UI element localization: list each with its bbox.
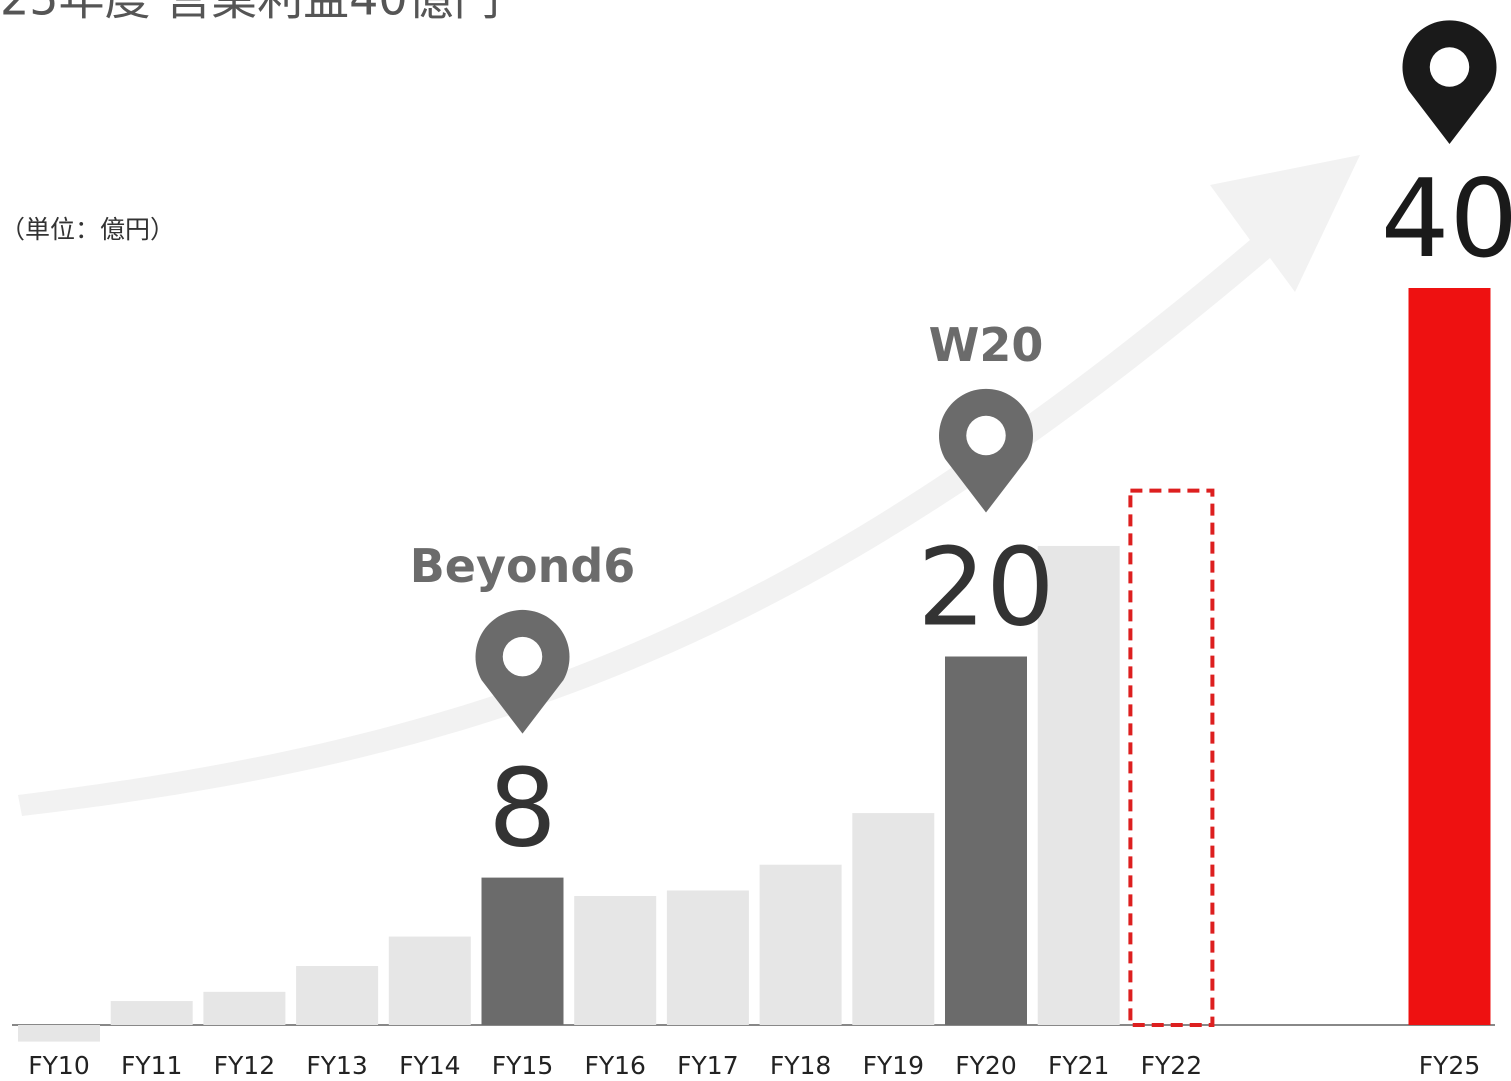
growth-arrow — [18, 155, 1360, 816]
x-tick-label: FY11 — [121, 1051, 182, 1080]
bar — [759, 864, 842, 1025]
x-tick-label: FY16 — [584, 1051, 645, 1080]
pin-hole — [1429, 47, 1470, 87]
bar — [945, 656, 1027, 1025]
chart-title: 25年度 営業利益40億円 — [0, 0, 500, 26]
data-label: 8 — [488, 746, 557, 871]
unit-label: （単位：億円） — [0, 215, 175, 244]
pin-hole — [966, 415, 1006, 456]
x-tick-label: FY19 — [863, 1051, 924, 1080]
x-tick-label: FY20 — [955, 1051, 1016, 1080]
bar — [296, 966, 379, 1025]
bar — [388, 936, 471, 1025]
pin-hole — [502, 636, 543, 677]
x-tick-label: FY10 — [28, 1051, 89, 1080]
x-tick-label: FY14 — [399, 1051, 460, 1080]
annotation: Beyond6 — [410, 539, 636, 593]
x-tick-label: FY22 — [1141, 1051, 1202, 1080]
data-label: 40 — [1381, 157, 1511, 282]
x-tick-label: FY25 — [1419, 1051, 1480, 1080]
bar — [666, 890, 749, 1025]
bar — [1037, 545, 1120, 1025]
data-label: 20 — [917, 525, 1054, 650]
x-tick-label: FY12 — [214, 1051, 275, 1080]
bar — [481, 877, 564, 1025]
bar — [203, 991, 286, 1025]
bar — [18, 1025, 100, 1042]
bar — [1408, 288, 1491, 1025]
x-tick-label: FY21 — [1048, 1051, 1109, 1080]
x-tick-label: FY17 — [677, 1051, 738, 1080]
bar — [1128, 488, 1215, 1027]
bar — [110, 1001, 193, 1025]
x-tick-label: FY18 — [770, 1051, 831, 1080]
annotation: W20 — [929, 318, 1044, 372]
bar — [852, 813, 935, 1025]
x-tick-label: FY13 — [306, 1051, 367, 1080]
bar — [574, 896, 657, 1025]
x-tick-label: FY15 — [492, 1051, 553, 1080]
